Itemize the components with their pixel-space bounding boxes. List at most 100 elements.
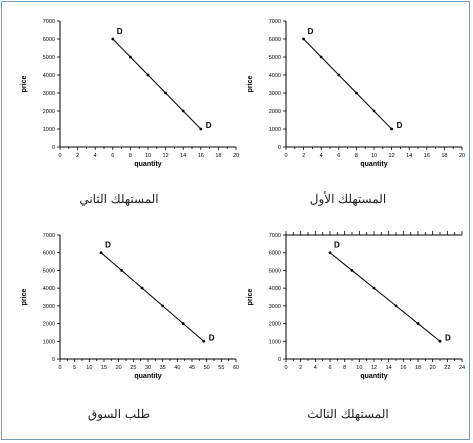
x-tick-label: 5: [73, 365, 76, 371]
x-tick-label: 18: [215, 153, 221, 159]
caption-market-demand: طلب السوق: [87, 407, 151, 421]
y-tick-label: 2000: [43, 109, 55, 115]
demand-label: D: [209, 333, 215, 342]
x-tick-label: 14: [386, 365, 392, 371]
x-tick-label: 16: [424, 153, 430, 159]
y-axis-title: price: [21, 76, 28, 93]
y-tick-label: 6000: [269, 37, 281, 43]
data-point: [355, 91, 358, 95]
x-tick-label: 25: [130, 365, 136, 371]
x-tick-label: 12: [389, 153, 395, 159]
caption-consumer-2: المستهلك الثاني: [79, 192, 159, 206]
x-tick-label: 60: [233, 365, 239, 371]
x-tick-label: 4: [314, 365, 317, 371]
x-tick-label: 10: [371, 153, 377, 159]
demand-label: D: [334, 241, 340, 250]
y-tick-label: 3000: [269, 91, 281, 97]
x-tick-label: 0: [284, 365, 287, 371]
y-axis-title: price: [21, 289, 28, 306]
x-tick-label: 2: [76, 153, 79, 159]
x-tick-label: 10: [86, 365, 92, 371]
y-tick-label: 7000: [43, 19, 55, 25]
chart-consumer-3: 0 2 4 6 8 10 12 14 16 18 20 22 240100020003000400050…: [247, 231, 465, 380]
x-tick-label: 15: [101, 365, 107, 371]
data-point: [120, 269, 123, 272]
y-tick-label: 6000: [43, 37, 55, 43]
x-tick-label: 12: [371, 365, 377, 371]
y-tick-label: 1000: [43, 339, 55, 345]
y-tick-label: 3000: [269, 304, 281, 310]
data-point: [202, 339, 206, 343]
x-tick-label: 0: [284, 153, 287, 159]
data-point: [438, 339, 442, 343]
y-tick-label: 1000: [43, 127, 55, 133]
demand-line: [112, 38, 202, 130]
y-tick-label: 7000: [269, 19, 281, 25]
data-point: [99, 251, 103, 255]
y-tick-label: 7000: [269, 233, 281, 239]
x-axis-title: quantity: [360, 161, 387, 168]
data-point: [111, 37, 115, 41]
data-point: [350, 269, 354, 272]
x-axis-title: quantity: [134, 373, 161, 380]
data-point: [394, 304, 398, 308]
x-tick-label: 20: [430, 365, 436, 371]
y-tick-label: 3000: [43, 91, 55, 97]
x-tick-label: 10: [356, 365, 362, 371]
data-point: [129, 55, 132, 59]
data-point: [161, 304, 165, 308]
y-tick-label: 1000: [269, 127, 281, 133]
y-axis-title: price: [247, 289, 254, 306]
y-tick-label: 5000: [43, 268, 55, 274]
x-tick-label: 0: [58, 365, 61, 371]
caption-consumer-3: المستهلك الثالث: [307, 407, 389, 421]
x-tick-label: 2: [302, 153, 305, 159]
y-tick-label: 2000: [43, 322, 55, 328]
data-point: [328, 251, 332, 255]
y-axis-title: price: [247, 76, 254, 93]
axes: [285, 235, 462, 360]
x-tick-label: 16: [198, 153, 204, 159]
y-tick-label: 5000: [269, 268, 281, 274]
y-tick-label: 6000: [43, 251, 55, 257]
x-tick-label: 0: [58, 153, 61, 159]
x-tick-label: 4: [320, 153, 323, 159]
data-point: [164, 91, 168, 95]
demand-label: D: [117, 27, 123, 36]
x-tick-label: 8: [343, 365, 346, 371]
y-tick-label: 0: [52, 145, 55, 151]
data-point: [302, 37, 305, 41]
x-tick-label: 10: [145, 153, 151, 159]
x-tick-label: 20: [459, 153, 465, 159]
x-tick-label: 6: [328, 365, 331, 371]
demand-line: [329, 252, 441, 342]
y-tick-label: 4000: [43, 73, 55, 79]
data-point: [372, 286, 376, 290]
x-tick-label: 30: [145, 365, 151, 371]
demand-label: D: [308, 27, 314, 36]
x-tick-label: 14: [180, 153, 186, 159]
caption-consumer-1: المستهلك الأول: [309, 192, 387, 206]
x-tick-label: 6: [111, 153, 114, 159]
y-tick-label: 0: [278, 145, 281, 151]
chart-market-demand: 0 5 10 15 20 25 30 35 40 45 50 55 60 0 1000 2000 3000 400…: [21, 233, 239, 380]
y-tick-label: 2000: [269, 322, 281, 328]
y-tick-label: 1000: [269, 339, 281, 345]
x-tick-label: 50: [204, 365, 210, 371]
x-tick-label: 40: [174, 365, 180, 371]
x-tick-label: 22: [444, 365, 450, 371]
x-tick-label: 20: [116, 365, 122, 371]
demand-label: D: [206, 121, 212, 130]
x-tick-label: 14: [406, 153, 412, 159]
y-tick-label: 0: [278, 357, 281, 363]
chart-consumer-2: 0 2 4 6 8 10 12 14 16 18 20 0 1000 2000 3000 4000 5000 60…: [21, 19, 239, 168]
demand-label: D: [445, 333, 451, 342]
x-tick-label: 6: [337, 153, 340, 159]
y-tick-label: 5000: [43, 55, 55, 61]
data-point: [181, 322, 185, 325]
data-point: [181, 109, 185, 113]
y-tick-label: 4000: [269, 286, 281, 292]
chart-consumer-1: 0 2 4 6 8 10 12 14 16 18 20 0 1000 2000 3000 4000 5000 60…: [247, 19, 465, 168]
demand-label: D: [397, 121, 403, 130]
data-point: [337, 73, 341, 77]
